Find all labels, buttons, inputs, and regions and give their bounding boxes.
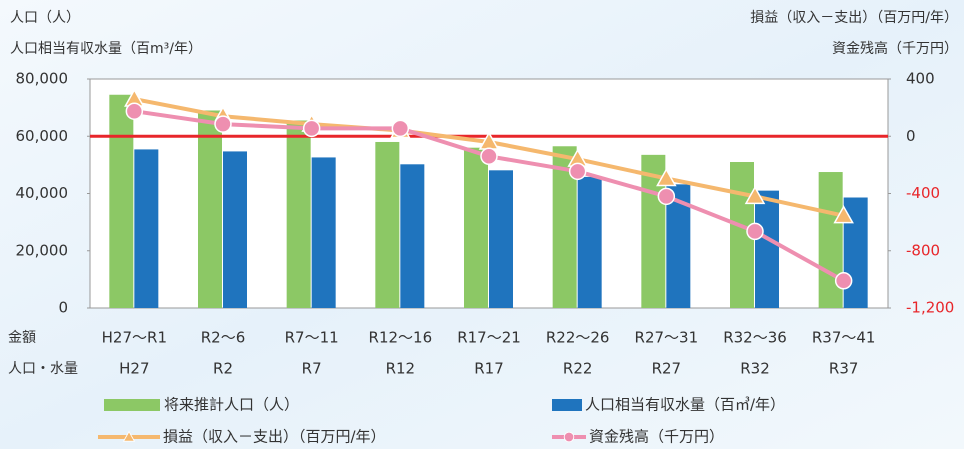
x-tick-label: R17～21 — [457, 329, 521, 347]
bar — [577, 176, 602, 308]
y2-axis-title: 損益（収入－支出）（百万円/年） — [750, 10, 958, 26]
legend-swatch — [552, 399, 582, 411]
row-label: 金額 — [8, 330, 36, 346]
legend-label: 資金残高（千万円） — [589, 428, 724, 446]
x-tick-label: R12 — [386, 360, 416, 378]
y-tick-label: 80,000 — [16, 70, 69, 88]
bar — [134, 149, 159, 308]
bar — [109, 94, 134, 309]
x-tick-label: R32 — [740, 360, 770, 378]
row-label: 人口・水量 — [8, 361, 78, 377]
marker — [568, 162, 587, 181]
bar — [311, 157, 336, 308]
bar — [400, 164, 425, 308]
y2-tick-label: -400 — [906, 184, 940, 202]
marker — [834, 272, 853, 290]
x-tick-label: R32～36 — [723, 329, 787, 347]
x-tick-label: R22 — [563, 360, 593, 378]
legend-label: 人口相当有収水量（百㎥/年） — [585, 396, 785, 414]
marker — [744, 185, 766, 205]
marker — [125, 102, 144, 120]
x-tick-label: R37～41 — [812, 329, 876, 347]
y2-tick-label: 0 — [906, 127, 916, 145]
marker — [480, 147, 498, 166]
x-tick-label: R27～31 — [635, 329, 699, 347]
y-axis-title: 人口（人） — [10, 10, 80, 26]
marker — [302, 119, 321, 138]
y2-axis-title: 資金残高（千万円） — [832, 40, 958, 57]
x-tick-label: R2～6 — [201, 329, 246, 347]
marker — [746, 222, 764, 241]
x-tick-label: R22～26 — [546, 329, 610, 347]
bar — [375, 141, 400, 308]
legend-label: 将来推計人口（人） — [164, 396, 299, 414]
bar — [286, 120, 311, 308]
y-tick-label: 20,000 — [16, 241, 69, 259]
x-tick-label: H27～R1 — [102, 329, 167, 347]
y2-tick-label: -800 — [906, 241, 940, 259]
y-axis-title: 人口相当有収水量（百m³/年） — [10, 41, 202, 57]
x-tick-label: R12～16 — [369, 329, 433, 347]
x-tick-label: R7 — [302, 360, 322, 378]
bar — [198, 110, 222, 308]
x-tick-label: H27 — [119, 360, 149, 378]
marker — [657, 187, 676, 206]
legend-label: 損益（収入－支出）（百万円/年） — [163, 428, 386, 446]
bar — [223, 151, 247, 308]
y-tick-label: 0 — [58, 299, 68, 317]
bar — [464, 147, 488, 308]
marker — [214, 115, 232, 133]
x-tick-label: R7～11 — [285, 329, 339, 347]
legend-swatch — [104, 399, 160, 411]
y-tick-label: 40,000 — [16, 184, 69, 202]
x-tick-label: R17 — [474, 360, 504, 378]
x-tick-label: R37 — [829, 360, 859, 378]
marker — [656, 167, 677, 187]
marker — [391, 119, 410, 138]
bar — [755, 190, 779, 308]
x-tick-label: R27 — [652, 360, 682, 378]
bar — [489, 170, 513, 308]
y2-tick-label: -1,200 — [906, 299, 954, 317]
legend-marker — [122, 430, 136, 442]
marker — [833, 205, 854, 224]
y2-tick-label: 400 — [906, 70, 935, 88]
x-tick-label: R2 — [213, 360, 233, 378]
legend-marker — [563, 431, 575, 443]
y-tick-label: 60,000 — [16, 127, 69, 145]
